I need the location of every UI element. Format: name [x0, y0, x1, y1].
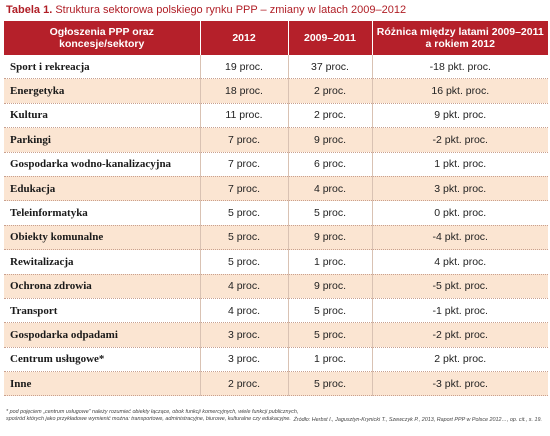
header-difference: Różnica między latami 2009–2011 a rokiem… — [372, 21, 548, 55]
table-row: Rewitalizacja 5 proc. 1 proc. 4 pkt. proc. — [4, 249, 548, 275]
table-row: Inne 2 proc. 5 proc. -3 pkt. proc. — [4, 371, 548, 397]
difference-value: -1 pkt. proc. — [372, 298, 548, 324]
difference-value: 16 pkt. proc. — [372, 78, 548, 104]
value-2009-2011: 5 proc. — [288, 322, 373, 348]
value-2009-2011: 2 proc. — [288, 103, 373, 129]
source-note: Źródło: Herbst I., Jagusztyn-Krynicki T.… — [293, 417, 542, 423]
value-2012: 18 proc. — [200, 78, 289, 104]
difference-value: 3 pkt. proc. — [372, 176, 548, 202]
difference-value: 2 pkt. proc. — [372, 347, 548, 373]
sector-name: Rewitalizacja — [4, 249, 201, 275]
header-2012: 2012 — [200, 21, 289, 55]
table-row: Ochrona zdrowia 4 proc. 9 proc. -5 pkt. pro… — [4, 274, 548, 299]
value-2012: 2 proc. — [200, 371, 289, 397]
value-2009-2011: 37 proc. — [288, 55, 373, 80]
sector-name: Transport — [4, 298, 201, 324]
table-row: Kultura 11 proc. 2 proc. 9 pkt. proc. — [4, 103, 548, 129]
value-2009-2011: 9 proc. — [288, 225, 373, 251]
sector-name: Inne — [4, 371, 201, 397]
value-2012: 3 proc. — [200, 347, 289, 373]
value-2012: 4 proc. — [200, 274, 289, 299]
footnote: * pod pojęciem „centrum usługowe” należy… — [6, 409, 299, 422]
sector-name: Gospodarka wodno-kanalizacyjna — [4, 152, 201, 177]
sector-name: Sport i rekreacja — [4, 55, 201, 80]
sector-name: Centrum usługowe* — [4, 347, 201, 373]
difference-value: -2 pkt. proc. — [372, 127, 548, 153]
value-2009-2011: 4 proc. — [288, 176, 373, 202]
difference-value: -2 pkt. proc. — [372, 322, 548, 348]
value-2012: 11 proc. — [200, 103, 289, 129]
value-2012: 7 proc. — [200, 176, 289, 202]
difference-value: -18 pkt. proc. — [372, 55, 548, 80]
table-row: Energetyka 18 proc. 2 proc. 16 pkt. proc. — [4, 78, 548, 104]
value-2009-2011: 2 proc. — [288, 78, 373, 104]
table-row: Transport 4 proc. 5 proc. -1 pkt. proc. — [4, 298, 548, 324]
caption-label: Tabela 1. — [6, 4, 53, 16]
value-2012: 5 proc. — [200, 200, 289, 226]
table-row: Sport i rekreacja 19 proc. 37 proc. -18 pkt… — [4, 55, 548, 80]
table-row: Centrum usługowe* 3 proc. 1 proc. 2 pkt. pr… — [4, 347, 548, 373]
sector-name: Parkingi — [4, 127, 201, 153]
sector-structure-table: Ogłoszenia PPP oraz koncesje/sektory 201… — [4, 21, 548, 397]
caption-title: Struktura sektorowa polskiego rynku PPP … — [55, 4, 407, 16]
sector-name: Edukacja — [4, 176, 201, 202]
value-2012: 5 proc. — [200, 225, 289, 251]
table-header: Ogłoszenia PPP oraz koncesje/sektory 201… — [4, 21, 548, 55]
difference-value: 4 pkt. proc. — [372, 249, 548, 275]
sector-name: Teleinformatyka — [4, 200, 201, 226]
table-row: Parkingi 7 proc. 9 proc. -2 pkt. proc. — [4, 127, 548, 153]
header-row: Ogłoszenia PPP oraz koncesje/sektory 201… — [4, 21, 548, 55]
header-2009-2011: 2009–2011 — [288, 21, 373, 55]
value-2009-2011: 5 proc. — [288, 298, 373, 324]
value-2009-2011: 9 proc. — [288, 274, 373, 299]
difference-value: -5 pkt. proc. — [372, 274, 548, 299]
value-2012: 7 proc. — [200, 127, 289, 153]
value-2009-2011: 9 proc. — [288, 127, 373, 153]
difference-value: -3 pkt. proc. — [372, 371, 548, 397]
value-2012: 19 proc. — [200, 55, 289, 80]
sector-name: Gospodarka odpadami — [4, 322, 201, 348]
difference-value: -4 pkt. proc. — [372, 225, 548, 251]
sector-name: Kultura — [4, 103, 201, 129]
table-row: Teleinformatyka 5 proc. 5 proc. 0 pkt. proc… — [4, 200, 548, 226]
value-2012: 7 proc. — [200, 152, 289, 177]
sector-name: Obiekty komunalne — [4, 225, 201, 251]
table-body: Sport i rekreacja 19 proc. 37 proc. -18 pkt… — [4, 55, 548, 397]
difference-value: 1 pkt. proc. — [372, 152, 548, 177]
value-2009-2011: 5 proc. — [288, 371, 373, 397]
value-2009-2011: 1 proc. — [288, 347, 373, 373]
value-2012: 5 proc. — [200, 249, 289, 275]
table-row: Edukacja 7 proc. 4 proc. 3 pkt. proc. — [4, 176, 548, 202]
table-row: Gospodarka wodno-kanalizacyjna 7 proc. 6 p… — [4, 152, 548, 177]
value-2012: 3 proc. — [200, 322, 289, 348]
value-2009-2011: 6 proc. — [288, 152, 373, 177]
table-row: Gospodarka odpadami 3 proc. 5 proc. -2 pkt.… — [4, 322, 548, 348]
value-2009-2011: 1 proc. — [288, 249, 373, 275]
sector-name: Energetyka — [4, 78, 201, 104]
difference-value: 9 pkt. proc. — [372, 103, 548, 129]
difference-value: 0 pkt. proc. — [372, 200, 548, 226]
table-caption: Tabela 1. Struktura sektorowa polskiego … — [6, 4, 406, 16]
table-row: Obiekty komunalne 5 proc. 9 proc. -4 pkt. p… — [4, 225, 548, 251]
value-2009-2011: 5 proc. — [288, 200, 373, 226]
value-2012: 4 proc. — [200, 298, 289, 324]
sector-name: Ochrona zdrowia — [4, 274, 201, 299]
header-sector: Ogłoszenia PPP oraz koncesje/sektory — [4, 21, 201, 55]
